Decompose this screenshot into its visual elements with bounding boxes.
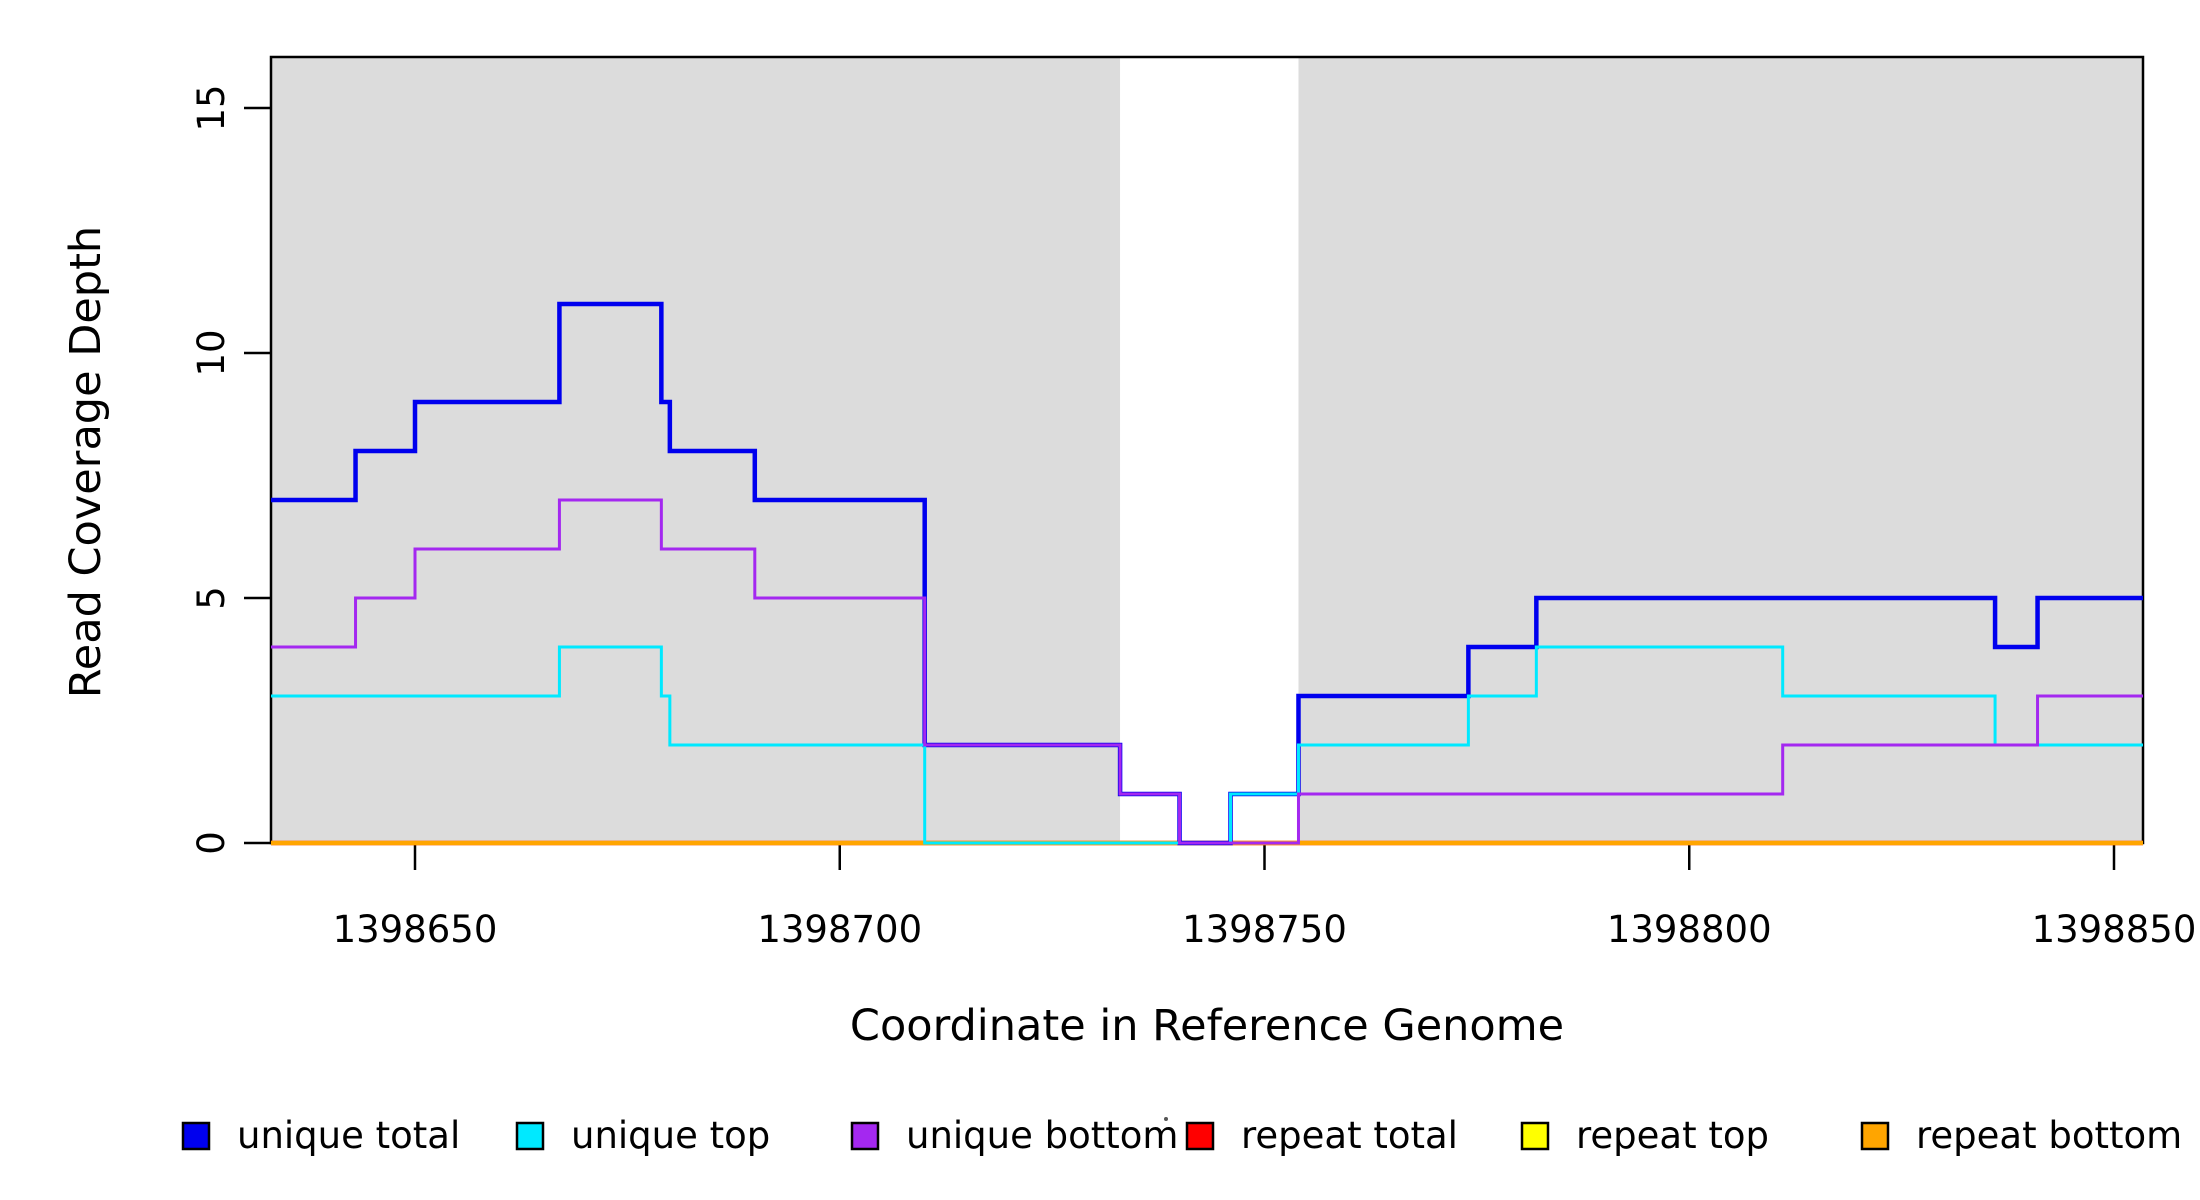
legend-label: unique total: [237, 1114, 460, 1157]
legend-item-repeat-bottom: repeat bottom: [1860, 1114, 2182, 1157]
legend-swatch-unique-total: [181, 1121, 211, 1151]
y-tick-label: 10: [190, 329, 233, 376]
legend-item-unique-top: unique top: [515, 1114, 770, 1157]
legend-swatch-repeat-total: [1185, 1121, 1215, 1151]
y-axis-title: Read Coverage Depth: [61, 226, 111, 698]
legend-item-repeat-total: repeat total: [1185, 1114, 1458, 1157]
x-tick-label: 1398800: [1607, 908, 1772, 951]
y-tick-label: 15: [190, 84, 233, 131]
series-line-unique-bottom: [271, 498, 2143, 845]
legend-item-unique-total: unique total: [181, 1114, 460, 1157]
legend-label: unique bottom: [906, 1114, 1178, 1157]
legend-swatch-repeat-top: [1520, 1121, 1550, 1151]
legend-label: repeat top: [1576, 1114, 1769, 1157]
band-unshaded-gap: [1120, 57, 1299, 843]
x-axis-title: Coordinate in Reference Genome: [850, 1001, 1564, 1051]
stray-mark: [1164, 1117, 1168, 1121]
series-lines: [271, 301, 2143, 846]
legend: unique total unique top unique bottom repea…: [181, 1114, 2182, 1157]
legend-swatch-repeat-bottom: [1860, 1121, 1890, 1151]
legend-item-repeat-top: repeat top: [1520, 1114, 1769, 1157]
x-tick-label: 1398700: [757, 908, 922, 951]
y-tick-label: 5: [190, 586, 233, 610]
legend-item-unique-bottom: unique bottom: [850, 1114, 1178, 1157]
axes: 1398650 1398700 1398750 1398800 1398850 0 5 10 1…: [190, 84, 2196, 951]
y-tick-label: 0: [190, 831, 233, 855]
x-tick-label: 1398750: [1182, 908, 1347, 951]
legend-swatch-unique-bottom: [850, 1121, 880, 1151]
legend-label: unique top: [571, 1114, 770, 1157]
x-tick-label: 1398850: [2032, 908, 2197, 951]
legend-label: repeat total: [1241, 1114, 1458, 1157]
legend-swatch-unique-top: [515, 1121, 545, 1151]
legend-label: repeat bottom: [1916, 1114, 2182, 1157]
x-tick-label: 1398650: [333, 908, 498, 951]
background-bands: [271, 57, 2143, 843]
series-line-unique-top: [271, 645, 2143, 845]
band-shaded-region-right: [1298, 57, 2143, 843]
